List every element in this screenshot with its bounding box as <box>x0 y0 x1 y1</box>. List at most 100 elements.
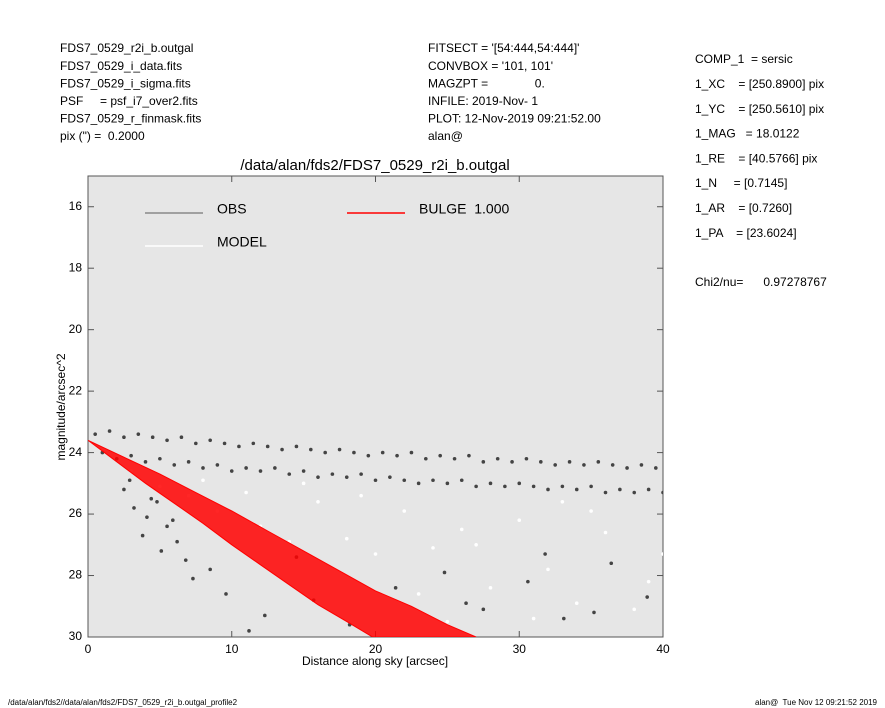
chi-square: Chi2/nu= 0.97278767 <box>695 275 827 289</box>
header-left-line: PSF = psf_i7_over2.fits <box>60 94 198 108</box>
header-right-line: 1_N = [0.7145] <box>695 176 787 190</box>
point <box>229 469 234 473</box>
point <box>145 515 149 519</box>
point <box>562 616 566 621</box>
point <box>393 586 398 590</box>
point <box>526 579 530 584</box>
point <box>136 432 141 436</box>
point <box>646 579 651 584</box>
point <box>287 472 292 476</box>
point <box>646 487 651 492</box>
point <box>301 469 306 473</box>
point <box>251 441 256 446</box>
point <box>543 552 547 556</box>
y-tick-label: 30 <box>69 629 83 643</box>
point <box>539 460 543 464</box>
point <box>610 463 615 467</box>
point <box>395 453 399 458</box>
point <box>431 478 435 483</box>
y-axis-label: magnitude/arcsec^2 <box>54 353 68 460</box>
point <box>143 460 148 464</box>
point <box>567 460 572 464</box>
point <box>546 487 550 492</box>
point <box>503 484 507 489</box>
point <box>438 453 442 458</box>
point <box>186 460 191 464</box>
header-right-line: 1_RE = [40.5766] pix <box>695 151 817 165</box>
point <box>316 499 320 504</box>
point <box>618 487 622 492</box>
point <box>531 616 536 621</box>
y-tick-label: 28 <box>69 568 83 582</box>
point <box>165 438 169 443</box>
point <box>632 607 637 612</box>
point <box>416 592 421 596</box>
point <box>524 456 529 461</box>
x-tick-label: 20 <box>369 642 383 656</box>
point <box>359 472 363 476</box>
header-left-line: pix (") = 0.2000 <box>60 129 145 143</box>
point <box>316 475 320 479</box>
point <box>323 450 327 455</box>
point <box>442 570 447 575</box>
header-left-line: FDS7_0529_i_sigma.fits <box>60 76 191 90</box>
point <box>258 469 263 473</box>
point <box>452 456 457 461</box>
point <box>495 456 500 461</box>
point <box>416 481 421 486</box>
point <box>222 441 227 446</box>
point <box>481 460 486 464</box>
header-middle-line: FITSECT = '[54:444,54:444]' <box>428 41 579 55</box>
point <box>510 460 514 464</box>
point <box>344 536 349 541</box>
point <box>488 586 493 590</box>
point <box>132 506 136 510</box>
point <box>464 601 468 605</box>
point <box>140 533 145 538</box>
point <box>589 484 593 489</box>
point <box>366 453 371 458</box>
point <box>424 456 428 461</box>
point <box>645 595 649 599</box>
point <box>592 610 596 615</box>
point <box>191 576 195 581</box>
x-tick-label: 10 <box>225 642 239 656</box>
point <box>589 509 593 513</box>
point <box>603 530 608 535</box>
header-middle-line: MAGZPT = 0. <box>428 76 545 90</box>
point <box>330 472 335 476</box>
point <box>280 447 284 452</box>
point <box>517 481 522 486</box>
y-tick-label: 22 <box>69 383 83 397</box>
point <box>201 478 205 483</box>
y-tick-label: 24 <box>69 445 83 459</box>
x-tick-label: 30 <box>513 642 527 656</box>
footer-left: /data/alan/fds2//data/alan/fds2/FDS7_052… <box>8 698 238 707</box>
point <box>574 487 579 492</box>
point <box>122 487 126 492</box>
y-tick-label: 18 <box>69 260 83 274</box>
point <box>175 539 179 544</box>
point <box>603 490 608 495</box>
point <box>344 475 349 479</box>
point <box>459 478 464 483</box>
point <box>596 460 601 464</box>
point <box>560 484 565 489</box>
point <box>273 466 277 470</box>
point <box>194 441 198 446</box>
x-axis-label: Distance along sky [arcsec] <box>302 654 448 668</box>
header-middle-line: INFILE: 2019-Nov- 1 <box>428 94 538 108</box>
point <box>172 463 177 467</box>
point <box>517 518 522 523</box>
point <box>93 432 97 436</box>
point <box>574 601 579 605</box>
point <box>155 499 159 504</box>
point <box>445 481 450 486</box>
point <box>553 463 557 467</box>
point <box>129 453 133 458</box>
legend-label: MODEL <box>217 234 267 250</box>
point <box>474 543 478 547</box>
point <box>359 493 363 498</box>
point <box>208 567 212 572</box>
point <box>661 490 663 495</box>
